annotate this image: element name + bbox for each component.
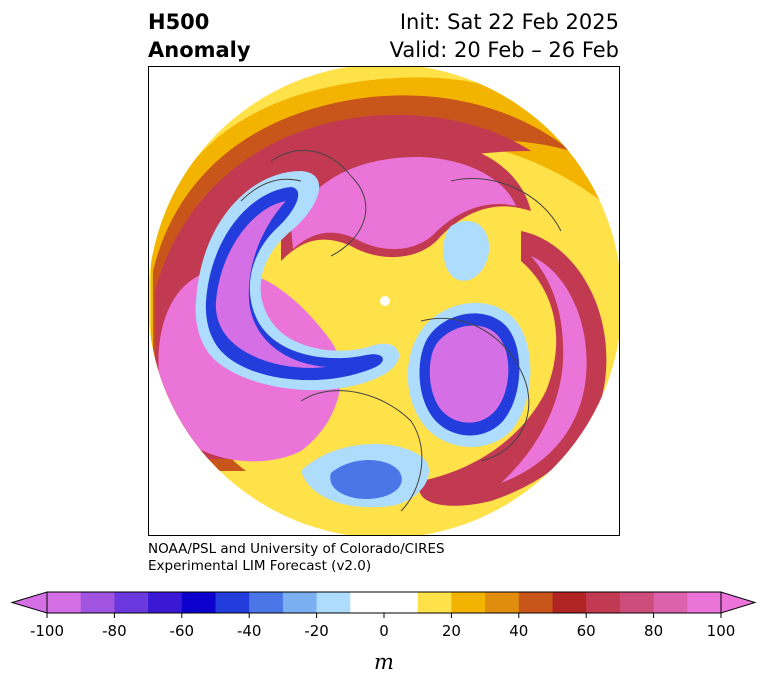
credit-text: NOAA/PSL and University of Colorado/CIRE… — [148, 541, 445, 575]
colorbar-segment — [687, 592, 722, 613]
colorbar-tick-label: 60 — [577, 622, 596, 640]
colorbar-tick-label: 100 — [707, 622, 736, 640]
colorbar-ticks: -100 -80 -60 -40 -20 0 20 40 60 80 100 — [30, 613, 735, 640]
colorbar-segment — [451, 592, 486, 613]
colorbar-segment — [384, 592, 419, 613]
init-date: Init: Sat 22 Feb 2025 — [399, 10, 619, 34]
colorbar-segment — [148, 592, 183, 613]
colorbar-segment — [282, 592, 318, 613]
valid-range: Valid: 20 Feb – 26 Feb — [389, 38, 619, 62]
credit-line1: NOAA/PSL and University of Colorado/CIRE… — [148, 541, 445, 557]
colorbar-segment — [552, 592, 587, 613]
colorbar-tick-label: 80 — [644, 622, 663, 640]
colorbar-segment — [181, 592, 216, 613]
colorbar-segment — [619, 592, 655, 613]
credit-line2: Experimental LIM Forecast (v2.0) — [148, 558, 372, 574]
colorbar-tick-label: 0 — [379, 622, 389, 640]
colorbar-segment — [114, 592, 149, 613]
anomaly-map — [149, 67, 619, 535]
colorbar-segment — [47, 592, 82, 613]
colorbar-segment — [518, 592, 553, 613]
colorbar-segment — [350, 592, 385, 613]
colorbar-tick-label: 20 — [442, 622, 461, 640]
colorbar-tick-label: -80 — [102, 622, 127, 640]
title-variable: H500 — [148, 10, 210, 34]
colorbar-segment — [417, 592, 452, 613]
title-right: Init: Sat 22 Feb 2025 Valid: 20 Feb – 26… — [390, 8, 619, 64]
map-panel — [148, 66, 620, 536]
title-quantity: Anomaly — [148, 38, 251, 62]
colorbar-segment — [316, 592, 351, 613]
colorbar-segment — [653, 592, 688, 613]
colorbar-tick-label: 40 — [509, 622, 528, 640]
colorbar-tick-label: -40 — [237, 622, 262, 640]
colorbar-segment — [249, 592, 284, 613]
colorbar-tick-label: -100 — [30, 622, 64, 640]
colorbar: -100 -80 -60 -40 -20 0 20 40 60 80 100 — [10, 591, 757, 640]
colorbar-segments — [10, 591, 757, 614]
colorbar-tick-label: -60 — [170, 622, 195, 640]
colorbar-segment — [485, 592, 520, 613]
colorbar-unit-label: m — [374, 650, 394, 674]
colorbar-segment — [586, 592, 621, 613]
colorbar-tick-label: -20 — [304, 622, 329, 640]
colorbar-segment — [80, 592, 115, 613]
colorbar-extend-high — [720, 591, 757, 614]
colorbar-segment — [215, 592, 250, 613]
colorbar-extend-low — [10, 591, 48, 614]
title-left: H500 Anomaly — [148, 8, 251, 64]
